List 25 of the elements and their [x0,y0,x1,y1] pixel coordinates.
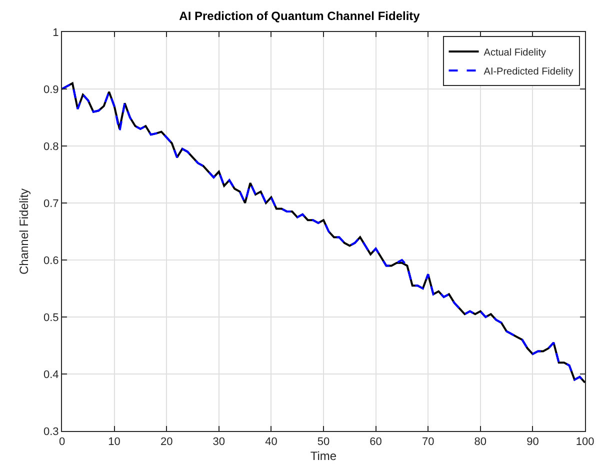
x-tick-label: 100 [576,436,594,448]
chart-title: AI Prediction of Quantum Channel Fidelity [179,9,420,24]
y-tick-label: 0.5 [44,312,59,324]
x-tick-label: 50 [317,436,330,448]
x-tick-label: 60 [370,436,382,448]
y-tick-label: 0.6 [44,254,59,267]
x-tick-label: 40 [265,436,278,448]
y-tick-label: 0.3 [44,426,59,438]
x-tick-label: 90 [526,436,539,448]
legend-label: AI-Predicted Fidelity [484,66,574,78]
y-tick-label: 0.8 [44,140,59,153]
x-tick-label: 70 [422,436,434,448]
y-tick-label: 0.7 [44,198,59,210]
line-series [62,82,585,384]
legend-label: Actual Fidelity [484,47,546,58]
x-tick-label: 10 [108,436,120,448]
x-tick-label: 0 [58,436,66,448]
y-axis-title: Channel Fidelity [17,188,31,275]
x-tick-label: 20 [160,436,173,448]
y-tick-label: 0.4 [44,368,59,381]
y-tick-label: 0.9 [44,84,59,96]
y-tick-label: 1 [52,26,59,39]
x-tick-label: 30 [212,436,226,448]
x-axis-title: Time [310,449,337,464]
x-tick-label: 80 [474,436,487,448]
